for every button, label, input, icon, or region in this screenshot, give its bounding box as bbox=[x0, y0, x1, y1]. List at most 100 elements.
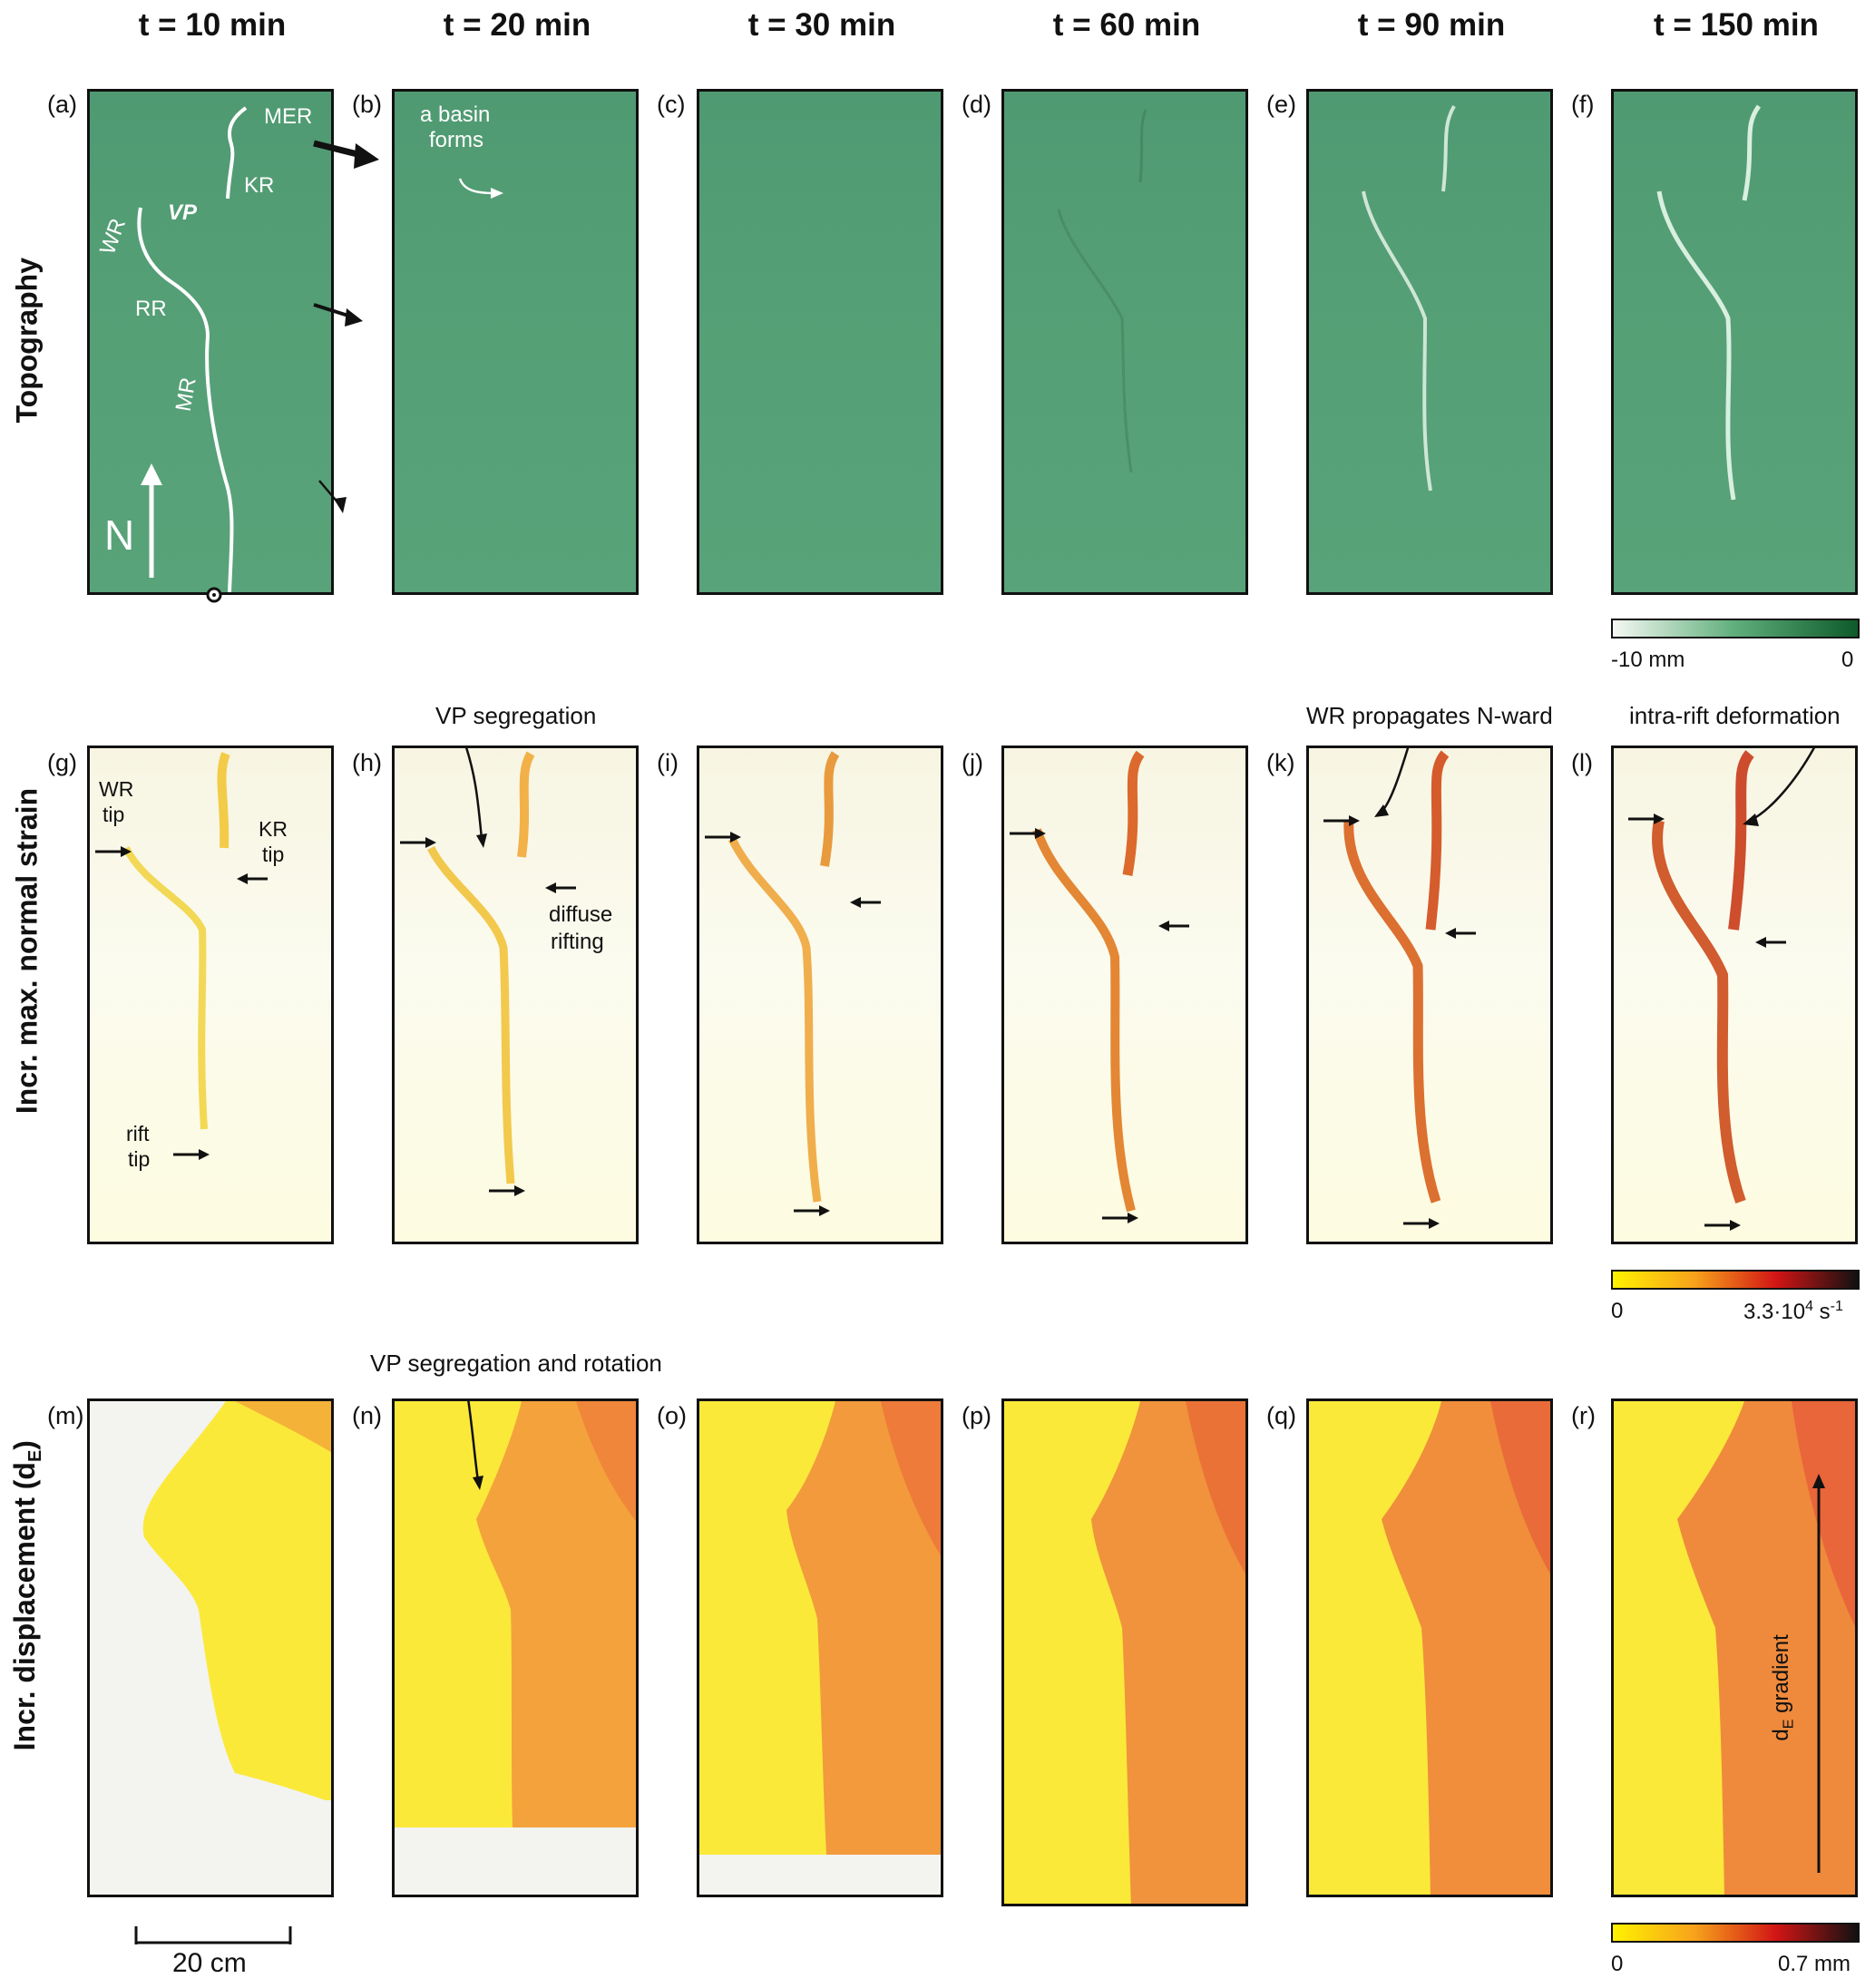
topography-panel-f bbox=[1611, 89, 1858, 595]
colorbar-displacement-min: 0 bbox=[1611, 1952, 1624, 1976]
strain-g-arrows bbox=[95, 846, 268, 1160]
row-label-disp-text: Incr. displacement (d bbox=[7, 1462, 41, 1751]
de-gradient-arrow bbox=[1812, 1474, 1825, 1873]
strain-i-arrows bbox=[705, 832, 881, 1216]
colorbar-topography bbox=[1611, 619, 1860, 638]
strain-j-bands bbox=[1032, 750, 1145, 1213]
strain-panel-l bbox=[1611, 746, 1858, 1244]
topography-panel-e bbox=[1306, 89, 1553, 595]
panel-letter-m: (m) bbox=[47, 1402, 84, 1429]
label-rift-tip-1: rift bbox=[126, 1122, 150, 1145]
strain-panel-k bbox=[1306, 746, 1553, 1244]
displacement-panel-p bbox=[1001, 1398, 1248, 1906]
colorbar-strain bbox=[1611, 1270, 1860, 1290]
strain-panel-h: diffuse rifting bbox=[392, 746, 639, 1244]
scale-bar bbox=[134, 1926, 292, 1944]
panel-letter-p: (p) bbox=[962, 1402, 991, 1429]
row-label-strain: Incr. max. normal strain bbox=[11, 743, 44, 1160]
displacement-n-fields bbox=[395, 1401, 636, 1827]
strain-g-bands bbox=[122, 752, 230, 1130]
column-title-t150: t = 150 min bbox=[1654, 7, 1819, 43]
colorbar-displacement-max: 0.7 mm bbox=[1778, 1952, 1851, 1976]
panel-letter-j: (j) bbox=[962, 749, 983, 776]
row-label-displacement: Incr. displacement (dE) bbox=[8, 1414, 46, 1777]
topography-panel-a: MER KR VP WR RR MR N bbox=[87, 89, 334, 595]
colorbar-displacement bbox=[1611, 1923, 1860, 1943]
annotation-vp-segregation: VP segregation bbox=[435, 702, 597, 729]
strain-k-arrows bbox=[1323, 748, 1476, 1229]
label-de-gradient-sub: E bbox=[1781, 1719, 1797, 1730]
label-vp: VP bbox=[168, 200, 198, 225]
panel-letter-d: (d) bbox=[962, 91, 991, 118]
colorbar-strain-max-exp: 4 bbox=[1805, 1299, 1813, 1314]
displacement-panel-o bbox=[697, 1398, 943, 1897]
panel-letter-n: (n) bbox=[352, 1402, 382, 1429]
label-wr-tip-1: WR bbox=[99, 777, 134, 801]
colorbar-strain-max-unit: s bbox=[1812, 1300, 1831, 1324]
row-label-disp-sub: E bbox=[25, 1449, 46, 1463]
strain-h-bands bbox=[426, 751, 535, 1184]
displacement-panel-n bbox=[392, 1398, 639, 1897]
north-arrow bbox=[141, 463, 162, 578]
label-basin-1: a basin bbox=[420, 102, 491, 127]
displacement-m-fields bbox=[142, 1401, 331, 1800]
strain-h-arrows bbox=[400, 748, 576, 1196]
panel-letter-l: (l) bbox=[1571, 749, 1593, 776]
topography-a-traces bbox=[137, 106, 248, 592]
label-north: N bbox=[104, 512, 135, 559]
label-basin-2: forms bbox=[429, 128, 483, 152]
label-de-gradient: dE gradient bbox=[1769, 1634, 1798, 1740]
label-kr-tip-2: tip bbox=[262, 843, 285, 866]
label-rift-tip-2: tip bbox=[128, 1147, 151, 1171]
colorbar-topography-min: -10 mm bbox=[1611, 648, 1685, 672]
displacement-panel-m bbox=[87, 1398, 334, 1897]
panel-letter-b: (b) bbox=[352, 91, 382, 118]
displacement-panel-q bbox=[1306, 1398, 1553, 1897]
velocity-arrows bbox=[206, 140, 379, 603]
colorbar-strain-max: 3.3·104 s-1 bbox=[1743, 1299, 1843, 1325]
column-title-t20: t = 20 min bbox=[443, 7, 591, 43]
topography-f-traces bbox=[1656, 104, 1762, 501]
displacement-q-fields bbox=[1309, 1401, 1550, 1895]
topography-panel-b: a basin forms bbox=[392, 89, 639, 595]
colorbar-strain-max-unit-exp: -1 bbox=[1830, 1299, 1843, 1314]
strain-panel-g: WR tip KR tip rift tip bbox=[87, 746, 334, 1244]
panel-letter-e: (e) bbox=[1266, 91, 1296, 118]
label-diffuse-2: rifting bbox=[551, 930, 604, 954]
label-rr: RR bbox=[135, 297, 167, 321]
basin-arrow bbox=[458, 178, 503, 199]
strain-panel-i bbox=[697, 746, 943, 1244]
label-de-gradient-d: d bbox=[1768, 1729, 1793, 1741]
colorbar-strain-max-base: 3.3·10 bbox=[1743, 1300, 1806, 1324]
strain-j-arrows bbox=[1010, 828, 1189, 1223]
strain-panel-j bbox=[1001, 746, 1248, 1244]
panel-letter-a: (a) bbox=[47, 91, 77, 118]
label-kr-tip-1: KR bbox=[259, 817, 288, 841]
displacement-p-fields bbox=[1004, 1401, 1245, 1904]
label-diffuse-1: diffuse bbox=[549, 902, 613, 927]
panel-letter-g: (g) bbox=[47, 749, 77, 776]
strain-l-arrows bbox=[1628, 748, 1815, 1231]
strain-k-bands bbox=[1343, 750, 1450, 1204]
panel-letter-r: (r) bbox=[1571, 1402, 1596, 1429]
panel-letter-o: (o) bbox=[657, 1402, 687, 1429]
annotation-intra-rift: intra-rift deformation bbox=[1629, 702, 1841, 729]
row-label-strain-text: Incr. max. normal strain bbox=[10, 787, 44, 1115]
displacement-o-fields bbox=[699, 1401, 941, 1855]
colorbar-strain-min: 0 bbox=[1611, 1299, 1624, 1323]
displacement-panel-r: dE gradient bbox=[1611, 1398, 1858, 1897]
annotation-wr-propagates: WR propagates N-ward bbox=[1306, 702, 1553, 729]
strain-l-bands bbox=[1652, 750, 1754, 1204]
row-label-disp-close: ) bbox=[7, 1440, 41, 1450]
panel-letter-c: (c) bbox=[657, 91, 686, 118]
panel-letter-k: (k) bbox=[1266, 749, 1295, 776]
column-title-t30: t = 30 min bbox=[747, 7, 896, 43]
label-wr-tip-2: tip bbox=[103, 803, 125, 826]
panel-letter-h: (h) bbox=[352, 749, 382, 776]
scale-bar-label: 20 cm bbox=[172, 1948, 247, 1978]
column-title-t60: t = 60 min bbox=[1052, 7, 1201, 43]
topography-panel-d bbox=[1001, 89, 1248, 595]
label-kr: KR bbox=[244, 173, 275, 198]
topography-d-traces bbox=[1057, 109, 1147, 473]
label-mer: MER bbox=[264, 104, 313, 129]
